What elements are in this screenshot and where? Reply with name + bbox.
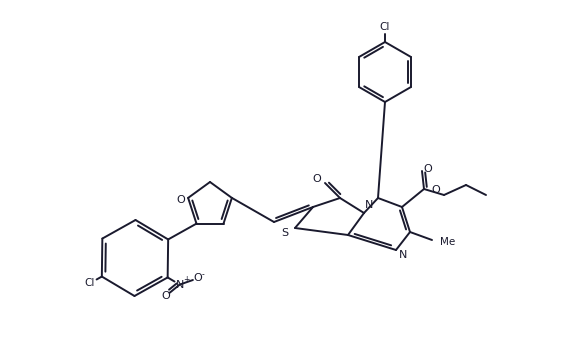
Text: N: N — [399, 250, 407, 260]
Text: O: O — [431, 185, 440, 195]
Text: Cl: Cl — [380, 22, 390, 32]
Text: O: O — [177, 195, 186, 205]
Text: N: N — [176, 280, 184, 290]
Text: S: S — [282, 228, 288, 238]
Text: N: N — [365, 200, 373, 210]
Text: O: O — [312, 174, 321, 184]
Text: O: O — [424, 164, 433, 174]
Text: O: O — [162, 291, 170, 301]
Text: +: + — [183, 275, 190, 284]
Text: Me: Me — [440, 237, 455, 247]
Text: O: O — [193, 273, 202, 283]
Text: Cl: Cl — [85, 279, 95, 288]
Text: -: - — [201, 270, 204, 279]
